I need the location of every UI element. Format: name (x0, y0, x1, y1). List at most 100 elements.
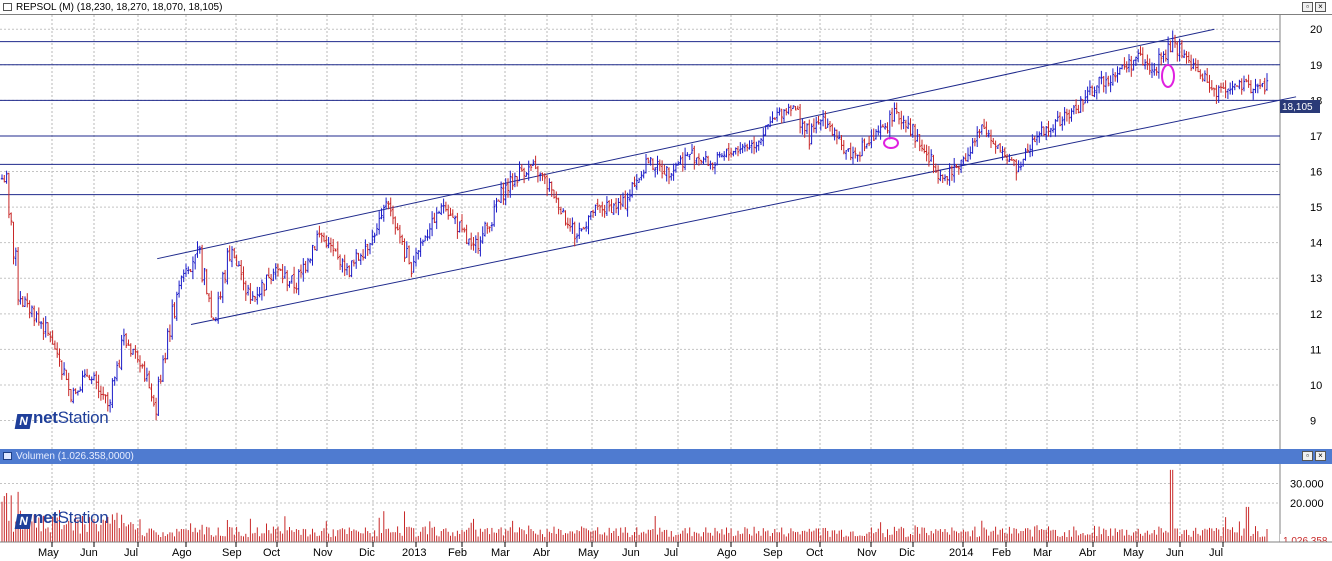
ohlc-bar (709, 160, 712, 170)
ohlc-bar (159, 374, 162, 384)
ohlc-bar (53, 340, 57, 350)
ohlc-bar (833, 127, 836, 141)
ohlc-bar (1116, 66, 1119, 83)
ohlc-bar (543, 173, 546, 185)
ohlc-bar (831, 123, 834, 136)
ohlc-bar (596, 198, 599, 210)
ohlc-bar (1026, 143, 1029, 153)
ohlc-bar (302, 258, 305, 282)
ohlc-bar (120, 334, 123, 371)
ohlc-bar (1084, 89, 1087, 104)
ohlc-bar (670, 173, 673, 181)
x-tick-label: Mar (491, 547, 510, 559)
x-tick-label: Oct (263, 547, 280, 559)
price-chart[interactable]: 91011121314151617181920 18,105 (0, 15, 1332, 449)
ohlc-bar (421, 239, 425, 246)
ohlc-bar (996, 144, 1000, 149)
ohlc-bar (539, 172, 542, 182)
ohlc-bar (1095, 85, 1098, 100)
ohlc-bar (1028, 144, 1032, 158)
ohlc-bar (1252, 88, 1255, 100)
ohlc-bar (235, 254, 238, 267)
ohlc-bar (907, 115, 910, 130)
ohlc-bar (364, 239, 367, 259)
ohlc-bar (1219, 82, 1223, 93)
y-tick-labels: 91011121314151617181920 (1310, 24, 1322, 427)
ohlc-bar (315, 230, 319, 251)
ohlc-bar (748, 140, 751, 150)
last-price-label: 18,105 (1280, 100, 1320, 113)
ohlc-bar (575, 233, 579, 243)
ohlc-bar (203, 267, 206, 286)
ohlc-bar (909, 118, 912, 137)
ohlc-bar (1247, 74, 1250, 88)
ohlc-bar (56, 342, 59, 358)
ohlc-bar (1229, 82, 1232, 95)
ohlc-bar (750, 139, 753, 154)
ohlc-bar (700, 159, 703, 165)
ohlc-bar (1261, 82, 1264, 88)
ohlc-bar (483, 221, 487, 237)
ohlc-bar (274, 263, 277, 280)
ohlc-bar (283, 266, 287, 279)
ohlc-bar (237, 260, 241, 267)
ohlc-bar (999, 143, 1002, 153)
volume-tick-label: 20.000 (1290, 498, 1324, 510)
ohlc-bar (152, 394, 155, 407)
ohlc-bar (14, 247, 17, 266)
ohlc-bar (1058, 112, 1062, 127)
ohlc-bar (1226, 88, 1230, 99)
ohlc-bar (499, 181, 503, 204)
ohlc-bar (688, 153, 691, 160)
channel-upper-line (157, 28, 1215, 260)
ohlc-bar (297, 269, 300, 296)
ohlc-bar (610, 199, 613, 214)
ohlc-bar (865, 143, 868, 149)
ohlc-bar (545, 174, 549, 196)
ohlc-bar (21, 296, 24, 308)
ohlc-bar (368, 242, 372, 255)
ohlc-bar (430, 211, 434, 237)
ohlc-bar (1088, 80, 1092, 96)
ohlc-bar (819, 119, 822, 131)
ohlc-bar (0, 174, 4, 180)
ohlc-bar (173, 302, 176, 319)
ohlc-bar (769, 116, 772, 128)
horizontal-levels (0, 41, 1280, 196)
ohlc-bar (566, 217, 569, 229)
ohlc-bar (1077, 104, 1080, 114)
ohlc-bar (1222, 82, 1225, 89)
close-icon[interactable]: × (1315, 451, 1326, 461)
ohlc-bar (1199, 69, 1202, 80)
close-icon[interactable]: × (1315, 2, 1326, 12)
ohlc-bar (693, 145, 696, 170)
ohlc-bar (897, 111, 901, 125)
ohlc-bar (1160, 52, 1163, 66)
ohlc-bar (7, 172, 11, 219)
ohlc-bar (762, 127, 765, 147)
ohlc-bar (633, 176, 636, 188)
ohlc-bar (329, 237, 333, 253)
ohlc-bar (1081, 99, 1085, 112)
volume-title-text: Volumen (1.026.358,0000) (16, 451, 134, 462)
ohlc-bar (959, 159, 963, 174)
ohlc-bar (881, 124, 885, 128)
ohlc-bar (888, 110, 891, 140)
ohlc-bar (1265, 73, 1269, 91)
ohlc-bar (683, 147, 687, 171)
ohlc-bar (665, 166, 668, 182)
ohlc-bar (815, 116, 818, 134)
minimize-icon[interactable]: ▫ (1302, 451, 1313, 461)
ohlc-bar (373, 232, 376, 243)
ohlc-bar (1074, 99, 1078, 114)
ohlc-bar (1086, 86, 1089, 104)
ohlc-bar (35, 311, 38, 323)
ohlc-bar (854, 147, 857, 159)
ohlc-bar (191, 256, 195, 280)
ohlc-bar (221, 271, 224, 304)
y-tick-label: 20 (1310, 24, 1322, 36)
ohlc-bar (904, 119, 908, 133)
minimize-icon[interactable]: ▫ (1302, 2, 1313, 12)
ohlc-bar (33, 305, 36, 327)
